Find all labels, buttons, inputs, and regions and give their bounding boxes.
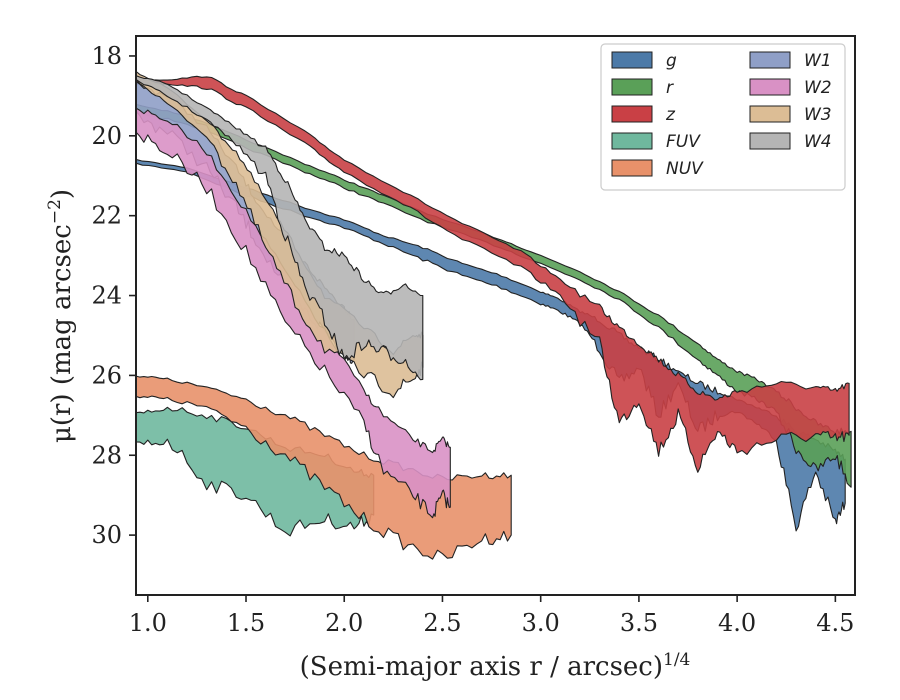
y-axis-label: μ(r) (mag arcsec−2) [45, 189, 77, 443]
x-axis: 1.0 1.5 2.0 2.5 3.0 3.5 4.0 4.5 [129, 595, 854, 637]
legend-swatch-nuv [611, 159, 653, 177]
legend-swatch-w2 [749, 78, 791, 96]
x-tick-label: 1.5 [227, 609, 265, 637]
y-tick-label: 18 [91, 42, 122, 70]
legend-label-w4: W4 [804, 132, 832, 152]
series-band-w4 [136, 75, 424, 381]
plot-frame [135, 35, 856, 596]
series-band-nuv [136, 375, 512, 560]
y-tick-label: 28 [91, 441, 122, 469]
y-tick-label: 20 [91, 122, 122, 150]
y-tick-label: 26 [91, 361, 122, 389]
legend-label-w3: W3 [804, 105, 832, 125]
x-axis-label-exponent: 1/4 [663, 650, 690, 670]
legend-label-w2: W2 [804, 78, 832, 98]
x-tick-label: 1.0 [129, 609, 167, 637]
legend-label-nuv: NUV [666, 159, 704, 179]
series-band-g [136, 158, 846, 532]
x-tick-label: 2.5 [423, 609, 461, 637]
legend-label-fuv: FUV [666, 132, 701, 152]
legend-label-z: z [665, 105, 676, 125]
x-tick-label: 2.0 [325, 609, 363, 637]
series-layer [136, 70, 852, 560]
x-tick-label: 4.5 [816, 609, 854, 637]
legend-label-r: r [666, 78, 674, 98]
legend-swatch-w4 [749, 132, 791, 150]
legend-swatch-w1 [749, 51, 791, 69]
y-tick-label: 30 [91, 521, 122, 549]
y-tick-label: 22 [91, 202, 122, 230]
x-tick-label: 3.5 [620, 609, 658, 637]
x-axis-label: (Semi-major axis r / arcsec)1/4 [300, 650, 691, 682]
y-axis: 18 20 22 24 26 28 30 [91, 42, 136, 549]
legend-swatch-w3 [749, 105, 791, 123]
legend: grz FUV NUV W1 W2 W3 W4 [600, 43, 846, 191]
legend-swatch-z [611, 105, 653, 123]
legend-swatch-g [611, 51, 653, 69]
legend-swatch-fuv [611, 132, 653, 150]
legend-swatch-r [611, 78, 653, 96]
x-tick-label: 4.0 [718, 609, 756, 637]
x-tick-label: 3.0 [522, 609, 560, 637]
y-axis-label-exponent: −2 [45, 199, 65, 224]
series-band-z [136, 75, 850, 473]
legend-label-g: g [666, 51, 677, 71]
legend-label-w1: W1 [804, 51, 832, 71]
y-tick-label: 24 [91, 282, 122, 310]
